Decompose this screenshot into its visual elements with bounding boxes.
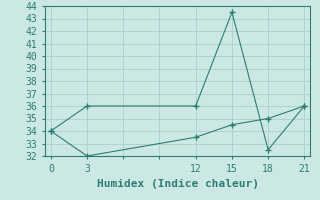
X-axis label: Humidex (Indice chaleur): Humidex (Indice chaleur): [97, 179, 259, 189]
